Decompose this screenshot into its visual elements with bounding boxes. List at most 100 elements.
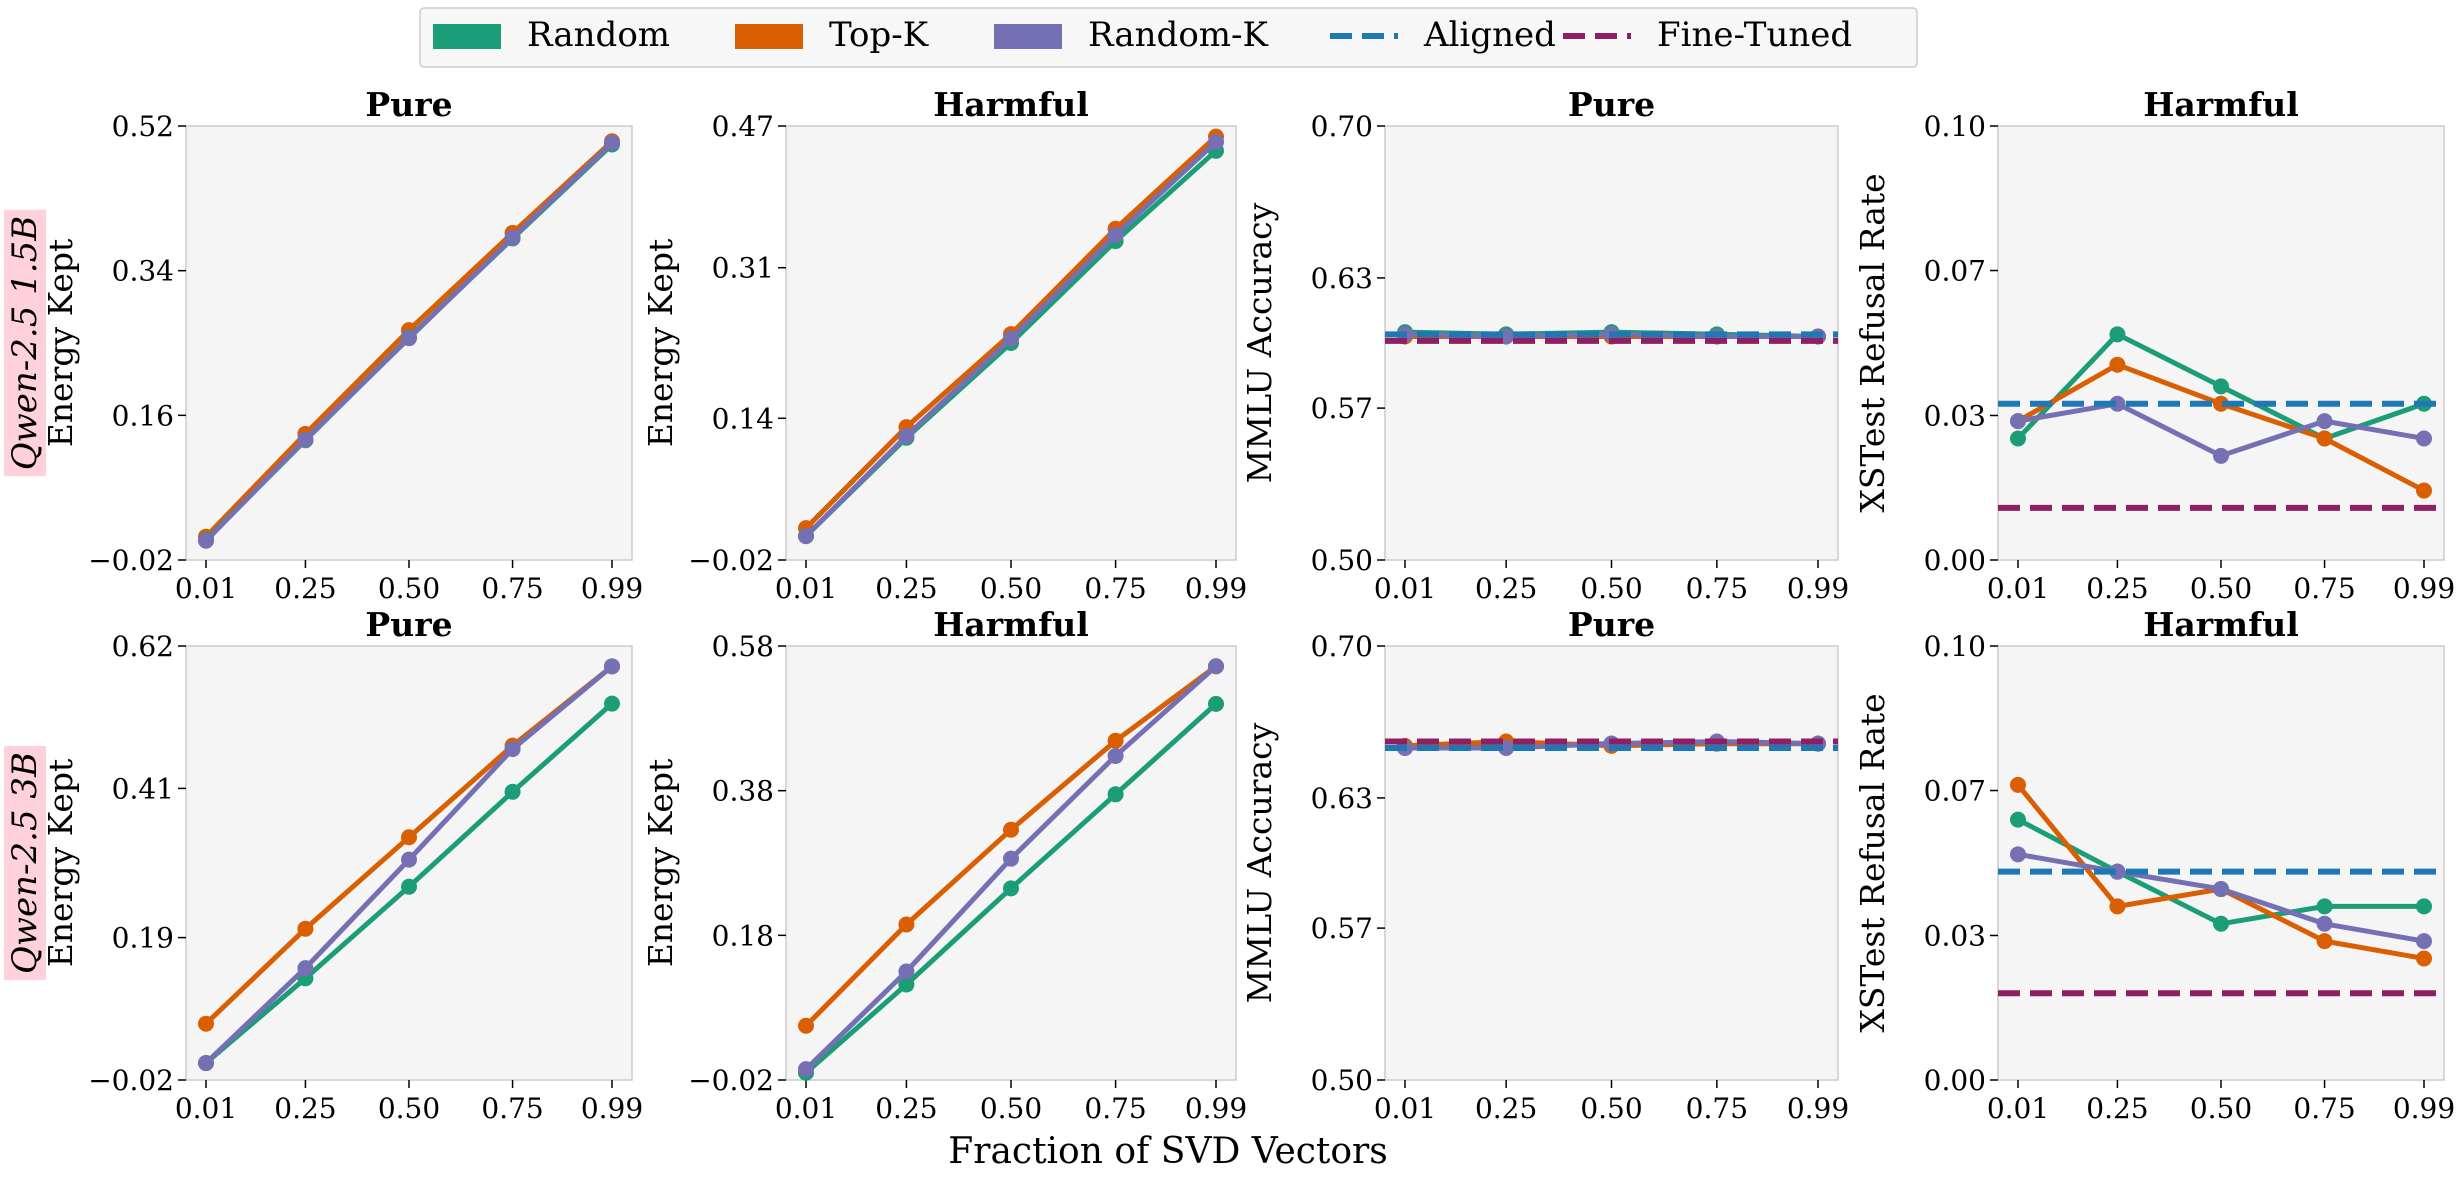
legend-label: Top-K bbox=[829, 15, 929, 55]
series-topk-point bbox=[1003, 821, 1019, 838]
y-tick-label: 0.70 bbox=[1311, 110, 1373, 143]
series-randomk-point bbox=[1208, 133, 1224, 150]
panel-title: Pure bbox=[365, 605, 452, 644]
series-randomk-point bbox=[2316, 915, 2333, 932]
series-randomk-point bbox=[2010, 846, 2026, 863]
plot-area bbox=[1384, 645, 1839, 1081]
panel-title: Pure bbox=[1568, 85, 1655, 124]
series-randomk-point bbox=[401, 330, 417, 347]
series-topk-point bbox=[1107, 732, 1124, 749]
y-tick-label: 0.07 bbox=[1924, 255, 1986, 288]
row-label-text: Qwen-2.5 3B bbox=[5, 752, 45, 974]
series-randomk-point bbox=[1208, 658, 1224, 675]
panel-2-1: Pure 0.01 0.25 0.50 0.75 0.99 −0.02 0.19 0.41 0.6… bbox=[41, 605, 643, 1125]
x-tick-label: 0.50 bbox=[378, 572, 440, 605]
legend-frame bbox=[419, 7, 1918, 68]
x-tick-label: 0.25 bbox=[1475, 1092, 1537, 1125]
series-random-point bbox=[604, 695, 620, 712]
x-tick-label: 0.25 bbox=[2086, 572, 2148, 605]
y-tick-label: 0.58 bbox=[712, 630, 774, 663]
series-random-point bbox=[401, 878, 417, 895]
series-randomk-point bbox=[2109, 863, 2126, 880]
series-random-point bbox=[1208, 695, 1224, 712]
x-tick-label: 0.50 bbox=[980, 1092, 1042, 1125]
panel-1-3: Pure 0.01 0.25 0.50 0.75 0.99 0.50 0.57 0.63 0.70… bbox=[1240, 85, 1849, 605]
y-tick-label: 0.31 bbox=[712, 252, 774, 285]
series-randomk-point bbox=[2316, 413, 2333, 430]
plot-area bbox=[1997, 125, 2445, 561]
series-random-point bbox=[2010, 430, 2026, 447]
y-tick-label: 0.57 bbox=[1311, 392, 1373, 425]
series-randomk-point bbox=[1003, 850, 1019, 867]
x-tick-label: 0.50 bbox=[2190, 572, 2252, 605]
x-tick-label: 0.75 bbox=[481, 1092, 543, 1125]
row-label-text: Qwen-2.5 1.5B bbox=[5, 216, 45, 470]
series-randomk-point bbox=[504, 741, 521, 758]
y-tick-label: 0.07 bbox=[1924, 775, 1986, 808]
row-label-bg bbox=[4, 746, 46, 980]
x-tick-label: 0.75 bbox=[1084, 1092, 1146, 1125]
x-tick-label: 0.75 bbox=[2293, 1092, 2355, 1125]
y-tick-label: −0.02 bbox=[688, 544, 774, 577]
x-axis-label: Fraction of SVD Vectors bbox=[948, 1131, 1388, 1172]
series-randomk-point bbox=[604, 658, 620, 675]
series-topk-point bbox=[798, 1017, 814, 1034]
series-randomk-point bbox=[898, 428, 915, 444]
y-tick-label: 0.03 bbox=[1924, 399, 1986, 432]
y-tick-label: 0.70 bbox=[1311, 630, 1373, 663]
panels: Pure 0.01 0.25 0.50 0.75 0.99 −0.02 0.16 0.34 0.5… bbox=[41, 85, 2455, 1125]
y-tick-label: 0.00 bbox=[1924, 544, 1986, 577]
y-tick-label: 0.18 bbox=[712, 919, 774, 952]
series-topk-point bbox=[2316, 430, 2333, 447]
x-tick-label: 0.25 bbox=[1475, 572, 1537, 605]
x-tick-label: 0.99 bbox=[1787, 1092, 1849, 1125]
panel-title: Harmful bbox=[2143, 85, 2299, 124]
y-tick-label: 0.63 bbox=[1311, 262, 1373, 295]
x-tick-label: 0.01 bbox=[175, 1092, 237, 1125]
legend-label: Random bbox=[527, 15, 670, 55]
panel-title: Harmful bbox=[933, 85, 1089, 124]
panel-1-1: Pure 0.01 0.25 0.50 0.75 0.99 −0.02 0.16 0.34 0.5… bbox=[41, 85, 643, 605]
x-tick-label: 0.50 bbox=[378, 1092, 440, 1125]
y-tick-label: 0.16 bbox=[112, 399, 174, 432]
series-randomk-point bbox=[401, 851, 417, 868]
series-random-point bbox=[1003, 880, 1019, 897]
x-tick-label: 0.25 bbox=[875, 1092, 937, 1125]
x-tick-label: 0.01 bbox=[1987, 1092, 2049, 1125]
series-topk-point bbox=[2316, 933, 2333, 950]
legend-label: Random-K bbox=[1088, 15, 1269, 55]
x-tick-label: 0.50 bbox=[2190, 1092, 2252, 1125]
y-axis-label: Energy Kept bbox=[641, 239, 680, 448]
x-tick-label: 0.25 bbox=[274, 572, 336, 605]
series-randomk-point bbox=[198, 1055, 214, 1072]
series-random-point bbox=[2213, 915, 2229, 932]
x-tick-label: 0.75 bbox=[1686, 572, 1748, 605]
series-randomk-point bbox=[1003, 330, 1019, 347]
panel-title: Harmful bbox=[2143, 605, 2299, 644]
legend-label: Fine-Tuned bbox=[1657, 15, 1852, 55]
y-axis-label: MMLU Accuracy bbox=[1240, 202, 1279, 483]
series-randomk-point bbox=[1107, 747, 1124, 764]
x-tick-label: 0.01 bbox=[175, 572, 237, 605]
y-tick-label: 0.00 bbox=[1924, 1064, 1986, 1097]
legend: Random Top-K Random-K Aligned Fine-Tuned bbox=[419, 7, 1918, 68]
y-tick-label: 0.19 bbox=[112, 922, 174, 955]
y-tick-label: 0.41 bbox=[112, 772, 174, 805]
x-tick-label: 0.50 bbox=[1580, 572, 1642, 605]
legend-randomk-swatch bbox=[994, 24, 1062, 49]
row-labels: Qwen-2.5 1.5B Qwen-2.5 3B bbox=[4, 209, 46, 980]
y-tick-label: −0.02 bbox=[88, 1064, 174, 1097]
x-tick-label: 0.99 bbox=[1787, 572, 1849, 605]
x-tick-label: 0.75 bbox=[2293, 572, 2355, 605]
series-random-point bbox=[898, 976, 915, 993]
series-randomk-point bbox=[1107, 226, 1124, 243]
x-tick-label: 0.99 bbox=[1185, 572, 1247, 605]
y-axis-label: XSTest Refusal Rate bbox=[1853, 693, 1892, 1032]
y-tick-label: 0.50 bbox=[1311, 544, 1373, 577]
panel-1-2: Harmful 0.01 0.25 0.50 0.75 0.99 −0.02 0.14 0.31… bbox=[641, 85, 1247, 605]
x-tick-label: 0.50 bbox=[980, 572, 1042, 605]
row-label-2: Qwen-2.5 3B bbox=[4, 746, 46, 980]
y-tick-label: 0.10 bbox=[1924, 110, 1986, 143]
row-label-1: Qwen-2.5 1.5B bbox=[4, 209, 46, 477]
